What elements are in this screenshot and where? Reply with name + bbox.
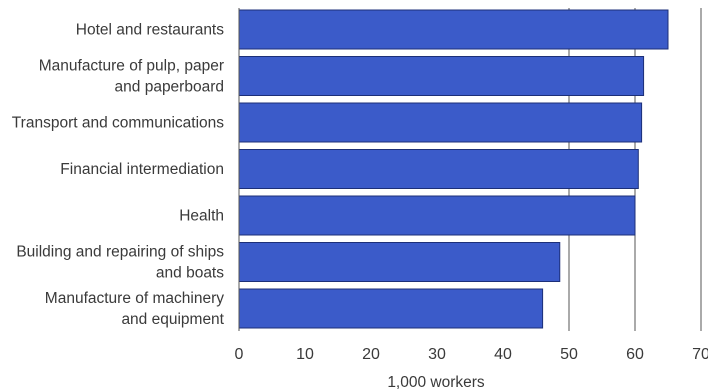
category-label-1-line-1: and paperboard [115,79,224,96]
category-label-4: Health [179,208,224,225]
x-tick-label-0: 0 [235,346,244,363]
bar-1 [238,56,645,96]
category-label-6-line-0: Manufacture of machinery [45,290,224,307]
x-tick-label-70: 70 [692,346,708,363]
category-label-6-line-1: and equipment [121,311,224,328]
bar-6 [238,288,544,329]
category-label-1-line-0: Manufacture of pulp, paper [39,58,224,75]
bar-4 [238,195,636,236]
category-label-5-line-1: and boats [156,265,224,282]
x-tick-label-10: 10 [296,346,314,363]
bar-2 [238,102,643,143]
category-label-0: Hotel and restaurants [76,22,224,39]
x-axis-title: 1,000 workers [387,374,485,391]
category-labels: Hotel and restaurants Manufacture of pulp… [12,22,225,329]
category-label-5-line-0: Building and repairing of ships [16,244,224,261]
x-tick-labels: 0 10 20 30 40 50 60 70 [235,346,708,363]
bar-0 [238,9,669,50]
bar-3 [238,149,639,189]
bars [238,9,669,329]
x-tick-label-60: 60 [626,346,644,363]
x-tick-label-20: 20 [362,346,380,363]
bar-5 [238,242,561,282]
category-label-2: Transport and communications [12,115,224,132]
category-label-3: Financial intermediation [60,161,224,178]
x-tick-label-30: 30 [428,346,446,363]
x-tick-label-40: 40 [494,346,512,363]
x-tick-label-50: 50 [560,346,578,363]
